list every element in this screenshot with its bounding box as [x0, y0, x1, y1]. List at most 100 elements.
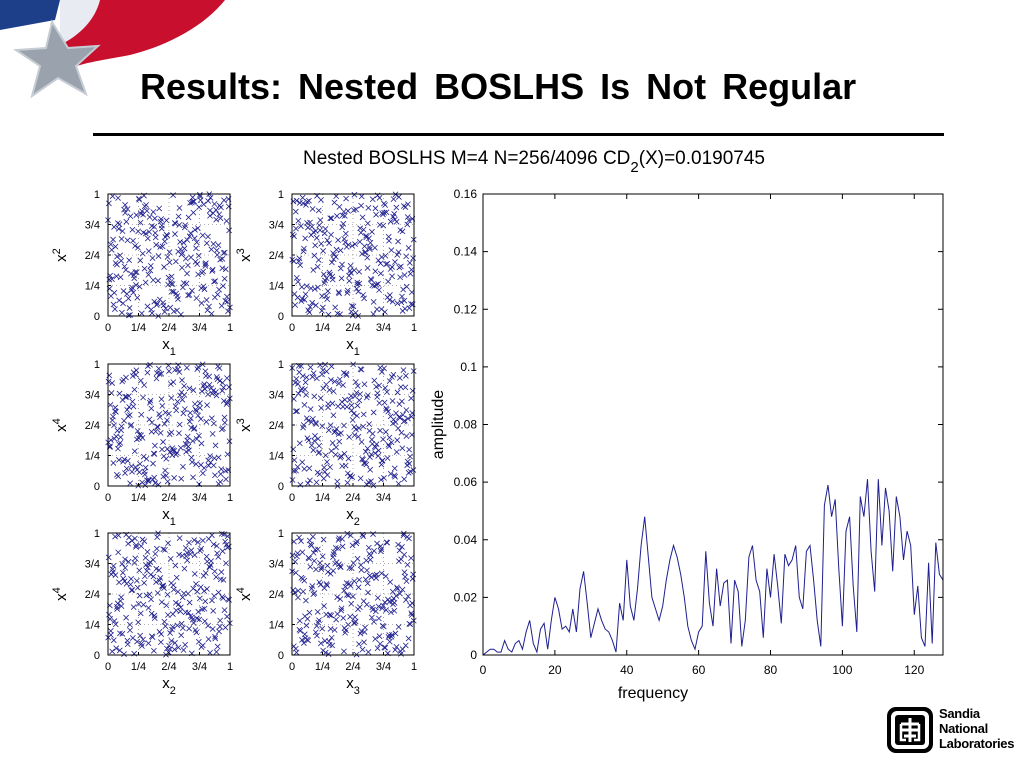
scatter-point: [356, 280, 363, 287]
scatter-point: [132, 269, 139, 275]
scatter-point: [355, 584, 362, 591]
y-tick-label: 1/4: [85, 620, 100, 632]
x-tick-label: 0: [480, 663, 487, 677]
scatter-point: [152, 234, 159, 241]
scatter-point: [310, 415, 316, 422]
scatter-point: [171, 475, 178, 481]
scatter-point: [329, 276, 336, 283]
y-tick-label: 0.12: [454, 302, 478, 316]
thunderbird-icon: [887, 707, 933, 753]
scatter-point: [150, 209, 157, 215]
scatter-point: [161, 618, 168, 625]
scatter-point: [130, 403, 137, 410]
scatter-point: [113, 433, 120, 440]
scatter-point: [349, 542, 356, 549]
scatter-point: [158, 599, 165, 605]
scatter-point: [175, 362, 182, 368]
scatter-point: [179, 396, 186, 403]
scatter-point: [387, 292, 393, 298]
scatter-point: [133, 212, 140, 218]
scatter-point: [209, 626, 216, 632]
scatter-point: [333, 616, 340, 623]
scatter-point: [119, 228, 126, 235]
scatter-point: [303, 597, 309, 604]
scatter-point: [300, 588, 307, 595]
scatter-point: [327, 215, 334, 222]
scatter-point: [386, 443, 393, 450]
scatter-point: [400, 286, 407, 293]
y-tick-label: 0.04: [454, 533, 478, 547]
scatter-point: [219, 255, 226, 262]
scatter-point: [362, 448, 369, 455]
scatter-point: [403, 578, 410, 585]
scatter-point: [127, 581, 134, 588]
scatter-point: [107, 632, 114, 638]
scatter-point: [360, 533, 367, 540]
x-tick-label: 0: [105, 492, 111, 504]
scatter-point: [397, 384, 404, 390]
scatter-point: [354, 538, 360, 545]
scatter-point: [401, 569, 408, 576]
scatter-point: [361, 295, 367, 302]
x-tick-label: 3/4: [192, 492, 207, 504]
scatter-point: [336, 376, 343, 383]
scatter-point: [386, 434, 393, 441]
scatter-point: [137, 219, 144, 226]
scatter-point: [403, 433, 410, 439]
scatter-point: [299, 459, 306, 466]
scatter-point: [331, 627, 338, 633]
scatter-point: [151, 215, 158, 222]
x-axis-label: x2: [162, 675, 176, 697]
scatter-point: [223, 401, 230, 408]
scatter-point: [315, 257, 322, 263]
scatter-point: [346, 434, 353, 440]
scatter-point: [405, 415, 411, 422]
scatter-point: [322, 226, 329, 232]
scatter-point: [311, 590, 318, 597]
scatter-point: [154, 424, 161, 431]
scatter-point: [376, 400, 383, 406]
scatter-point: [354, 555, 361, 562]
scatter-point: [292, 645, 299, 652]
scatter-point: [405, 593, 412, 600]
scatter-point: [331, 378, 338, 385]
scatter-point: [351, 267, 358, 274]
scatter-point: [186, 599, 193, 606]
scatter-point: [376, 382, 383, 389]
scatter-point: [300, 422, 307, 428]
scatter-point: [148, 306, 155, 313]
scatter-point: [118, 423, 125, 430]
scatter-point: [314, 608, 321, 615]
scatter-point: [183, 364, 190, 371]
scatter-point: [224, 533, 231, 540]
scatter-point: [332, 304, 339, 311]
scatter-point: [140, 636, 146, 643]
scatter-point: [306, 609, 313, 616]
scatter-point: [364, 265, 371, 271]
scatter-point: [170, 586, 177, 593]
scatter-point: [329, 400, 336, 407]
scatter-point: [187, 551, 194, 557]
scatter-point: [117, 252, 123, 259]
scatter-point: [177, 604, 184, 611]
scatter-point: [399, 646, 406, 653]
scatter-point: [328, 634, 335, 641]
scatter-point: [397, 274, 404, 281]
scatter-point: [368, 478, 374, 485]
x-tick-label: 120: [904, 663, 924, 677]
scatter-point: [317, 362, 324, 368]
scatter-point: [303, 391, 310, 398]
scatter-point: [408, 610, 415, 617]
scatter-point: [315, 207, 322, 214]
scatter-point: [124, 290, 130, 297]
scatter-point: [310, 267, 317, 273]
scatter-point: [324, 562, 331, 569]
scatter-point: [217, 479, 224, 485]
scatter-point: [313, 421, 320, 427]
scatter-point: [194, 261, 201, 267]
scatter-point: [347, 613, 353, 620]
scatter-point: [168, 395, 175, 401]
scatter-point: [215, 242, 222, 249]
scatter-point: [147, 571, 154, 578]
scatter-point: [144, 235, 151, 242]
